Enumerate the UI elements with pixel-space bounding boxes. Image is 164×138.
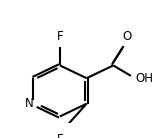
Text: O: O [123,30,132,43]
Text: OH: OH [135,72,153,85]
Text: F: F [57,133,63,138]
Text: F: F [57,30,63,43]
Text: N: N [24,97,33,110]
